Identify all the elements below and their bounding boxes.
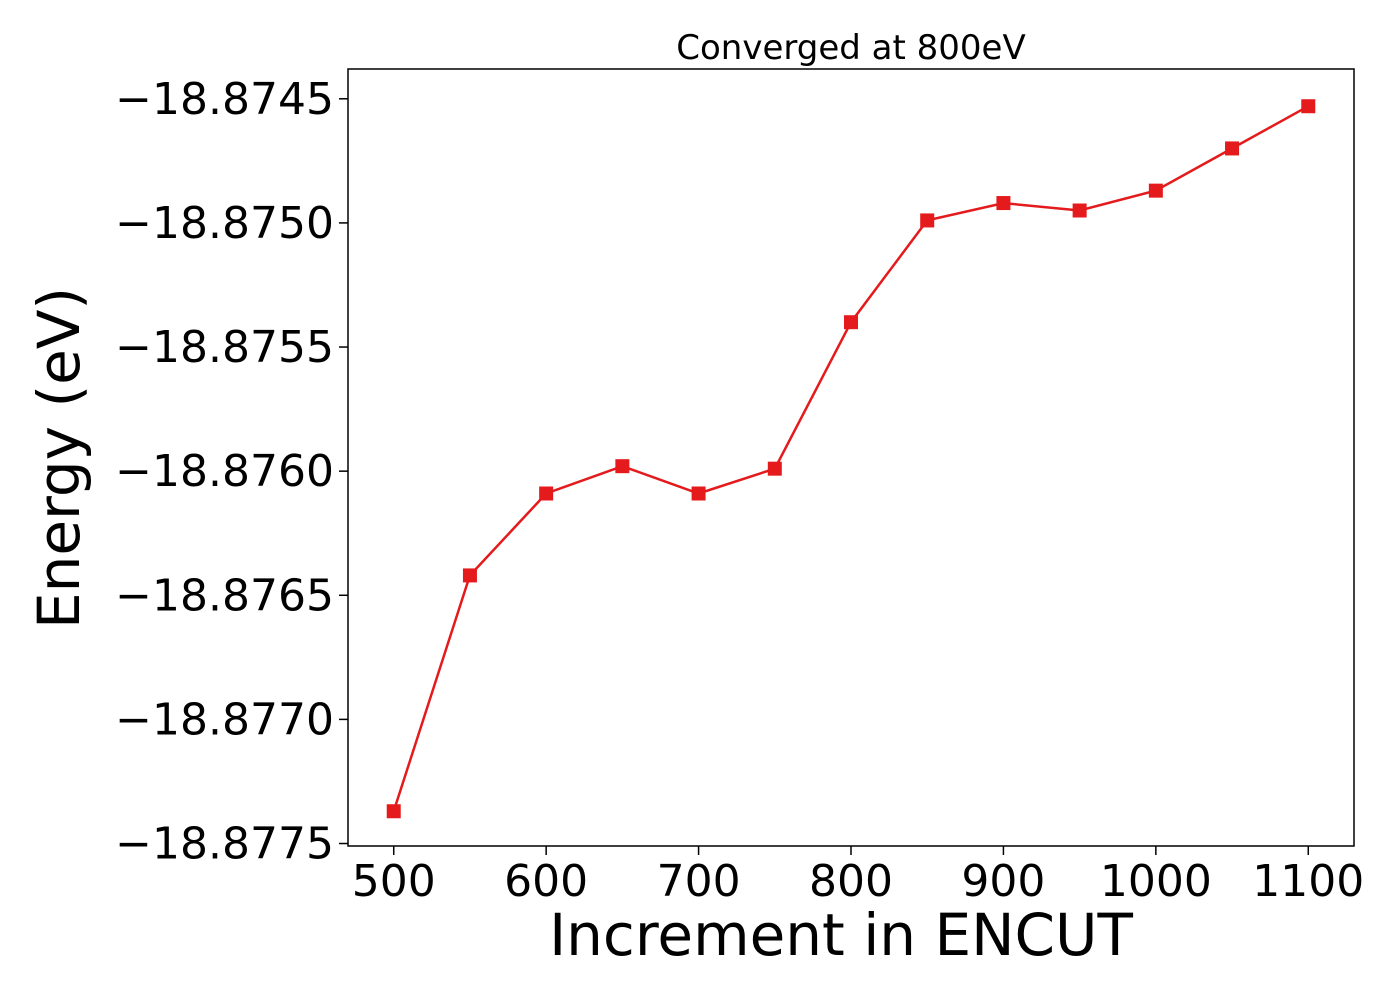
- plot-area-frame: [347, 68, 1355, 847]
- x-tick-label: 1000: [1100, 856, 1212, 907]
- x-tick-label: 1100: [1252, 856, 1364, 907]
- x-tick-label: 600: [504, 856, 588, 907]
- y-tick-label: −18.8760: [115, 446, 334, 497]
- data-point-marker: [767, 461, 782, 476]
- data-point-marker: [615, 459, 630, 474]
- y-axis-label: Energy (eV): [25, 287, 93, 629]
- data-point-marker: [539, 486, 554, 501]
- y-tick-label: −18.8770: [115, 694, 334, 745]
- x-tick-label: 800: [809, 856, 893, 907]
- y-tick-label: −18.8775: [115, 819, 334, 870]
- data-point-marker: [1148, 183, 1163, 198]
- data-point-marker: [996, 196, 1011, 211]
- chart-title: Converged at 800eV: [676, 28, 1025, 68]
- series-layer: [386, 99, 1316, 819]
- x-axis: 500 600 700 800 900 1000 1100: [352, 846, 1364, 907]
- x-tick-label: 900: [961, 856, 1045, 907]
- y-axis: −18.8775 −18.8770 −18.8765 −18.8760 −18.8755…: [115, 74, 348, 870]
- y-tick-label: −18.8750: [115, 198, 334, 249]
- x-tick-label: 500: [352, 856, 436, 907]
- data-point-marker: [462, 568, 477, 583]
- y-tick-label: −18.8745: [115, 74, 334, 125]
- data-point-marker: [691, 486, 706, 501]
- y-tick-label: −18.8765: [115, 570, 334, 621]
- data-point-marker: [844, 315, 858, 330]
- data-point-marker: [386, 804, 401, 819]
- series-line: [392, 105, 1309, 812]
- y-tick-label: −18.8755: [115, 322, 334, 373]
- data-point-marker: [1301, 99, 1316, 114]
- x-axis-label: Increment in ENCUT: [549, 901, 1133, 969]
- data-point-marker: [1072, 203, 1087, 218]
- x-tick-label: 700: [657, 856, 741, 907]
- data-point-marker: [1225, 141, 1240, 156]
- data-point-marker: [920, 213, 935, 228]
